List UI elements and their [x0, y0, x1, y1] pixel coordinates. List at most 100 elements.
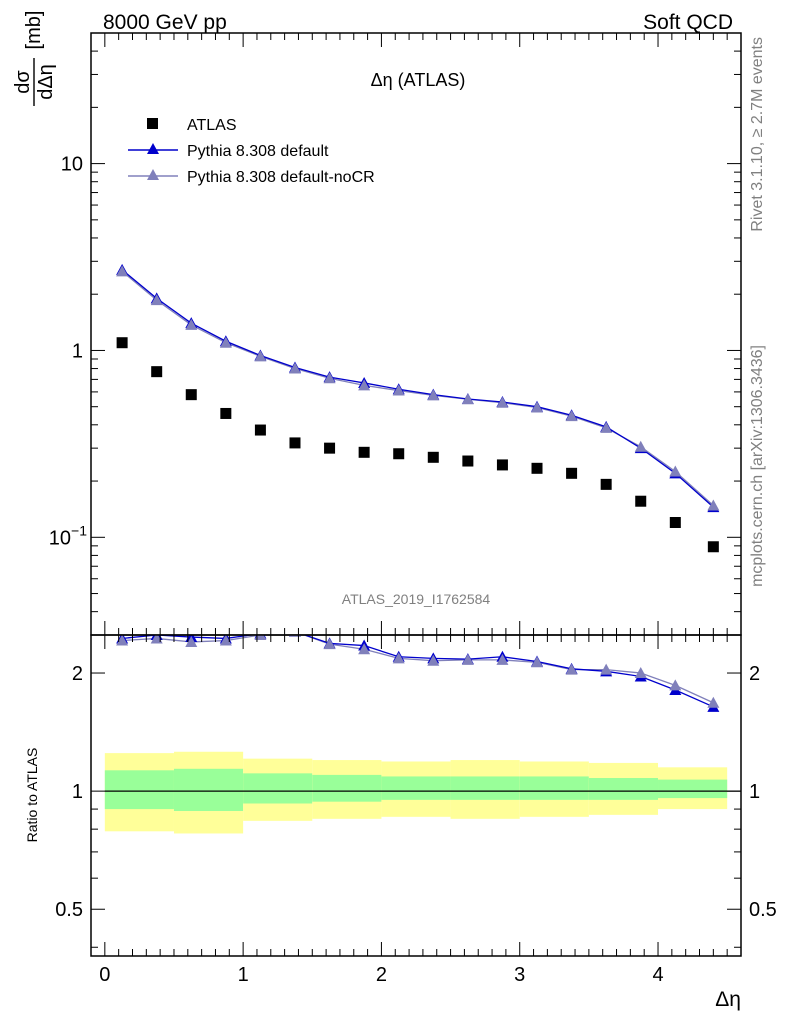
y-tick-label: 10−1 — [49, 522, 87, 549]
marker-atlas — [600, 478, 612, 490]
x-tick-label: 4 — [652, 964, 663, 986]
marker-nocr — [116, 265, 129, 277]
ratio-plot-area — [104, 635, 741, 834]
ratio-y-tick-label-right: 0.5 — [749, 899, 777, 921]
marker-atlas — [151, 366, 163, 378]
marker-nocr — [254, 350, 267, 362]
main-plot-area — [116, 263, 720, 553]
ratio-marker-nocr — [600, 663, 613, 675]
uncertainty-band-inner — [450, 776, 520, 800]
main-x-axis-ticks — [104, 33, 728, 635]
marker-nocr — [358, 379, 371, 391]
ratio-y-tick-label-left: 1 — [72, 781, 83, 803]
collision-label: 8000 GeV pp — [103, 11, 227, 34]
marker-atlas — [707, 541, 719, 553]
marker-atlas — [669, 517, 681, 529]
marker-atlas — [324, 442, 336, 454]
marker-nocr — [669, 465, 682, 477]
marker-atlas — [254, 424, 266, 436]
x-tick-label: 3 — [514, 964, 525, 986]
marker-atlas — [289, 437, 301, 449]
main-panel: 10 1 10−1 Δη (ATLAS) ATLAS_2019_I1762584 d… — [12, 11, 742, 636]
marker-atlas — [496, 459, 508, 471]
marker-nocr — [634, 440, 647, 452]
marker-atlas — [220, 407, 232, 419]
uncertainty-band-inner — [658, 779, 728, 799]
x-tick-label: 2 — [376, 964, 387, 986]
ratio-marker-nocr — [669, 679, 682, 691]
ratio-marker-nocr — [461, 653, 474, 665]
ratio-y-tick-label-right: 2 — [749, 663, 760, 685]
ratio-marker-nocr — [358, 643, 371, 655]
legend-marker-default — [147, 143, 159, 154]
ratio-y-tick-label-left: 2 — [72, 663, 83, 685]
marker-nocr — [392, 384, 405, 396]
marker-nocr — [531, 401, 544, 413]
marker-nocr — [185, 318, 198, 330]
y-tick-label: 1 — [72, 340, 83, 362]
x-tick-label: 0 — [99, 964, 110, 986]
marker-nocr — [427, 389, 440, 401]
ratio-marker-nocr — [323, 638, 336, 650]
y-label-numerator: dσ — [12, 70, 34, 94]
marker-nocr — [150, 294, 163, 306]
ratio-marker-nocr — [116, 635, 129, 646]
legend-label-default: Pythia 8.308 default — [187, 143, 329, 160]
ratio-marker-nocr — [707, 696, 720, 708]
marker-atlas — [358, 446, 370, 458]
y-tick-label: 10 — [61, 154, 83, 176]
marker-nocr — [600, 421, 613, 433]
ratio-marker-nocr — [392, 652, 405, 664]
uncertainty-band-inner — [173, 768, 244, 811]
marker-atlas — [531, 462, 543, 474]
marker-nocr — [461, 393, 474, 405]
series-line-default — [121, 269, 714, 508]
marker-nocr — [707, 499, 720, 511]
category-label: Soft QCD — [643, 11, 733, 34]
ratio-y-tick-label-right: 1 — [749, 781, 760, 803]
x-tick-label: 1 — [238, 964, 249, 986]
marker-nocr — [565, 410, 578, 422]
mcplots-label: mcplots.cern.ch [arXiv:1306.3436] — [749, 345, 766, 587]
plot-title: Δη (ATLAS) — [371, 70, 466, 90]
marker-nocr — [323, 372, 336, 384]
ratio-marker-nocr — [219, 635, 232, 646]
marker-nocr — [288, 362, 301, 374]
y-label-unit: [mb] — [23, 11, 45, 50]
ratio-marker-nocr — [185, 635, 198, 647]
x-axis: 0 1 2 3 4 — [99, 635, 728, 986]
main-y-axis: 10 1 10−1 — [49, 32, 741, 636]
marker-atlas — [393, 448, 405, 460]
legend-label-nocr: Pythia 8.308 default-noCR — [187, 169, 375, 186]
main-y-axis-label: dσ dΔη [mb] — [12, 11, 57, 106]
marker-nocr — [219, 336, 232, 348]
marker-atlas — [462, 455, 474, 467]
marker-atlas — [427, 451, 439, 463]
marker-nocr — [496, 396, 509, 408]
marker-atlas — [185, 389, 197, 401]
marker-atlas — [566, 467, 578, 479]
ratio-y-axis: 2 2 1 1 0.5 0.5 — [55, 663, 777, 948]
uncertainty-band-inner — [312, 774, 382, 802]
ratio-marker-nocr — [427, 654, 440, 666]
ratio-line-default — [122, 635, 714, 708]
marker-atlas — [116, 337, 128, 349]
series-line-nocr — [121, 270, 714, 506]
legend-marker-nocr — [147, 169, 159, 180]
uncertainty-band-inner — [588, 778, 659, 800]
ratio-line-nocr — [122, 635, 714, 704]
ratio-y-axis-label: Ratio to ATLAS — [24, 748, 40, 843]
legend-label-atlas: ATLAS — [187, 117, 237, 134]
y-label-denominator: dΔη — [35, 64, 57, 100]
ratio-marker-nocr — [496, 653, 509, 665]
ratio-panel: 2 2 1 1 0.5 0.5 0 1 2 3 4 Ratio to ATLAS Δη — [24, 634, 777, 1011]
uncertainty-band-inner — [243, 773, 313, 804]
ratio-y-tick-label-left: 0.5 — [55, 899, 83, 921]
marker-atlas — [635, 495, 647, 507]
uncertainty-band-inner — [519, 776, 589, 800]
legend: ATLAS Pythia 8.308 default Pythia 8.308 … — [128, 117, 375, 186]
ratio-frame — [90, 634, 742, 957]
ratio-marker-nocr — [565, 663, 578, 675]
rivet-version-label: Rivet 3.1.10, ≥ 2.7M events — [749, 37, 766, 232]
